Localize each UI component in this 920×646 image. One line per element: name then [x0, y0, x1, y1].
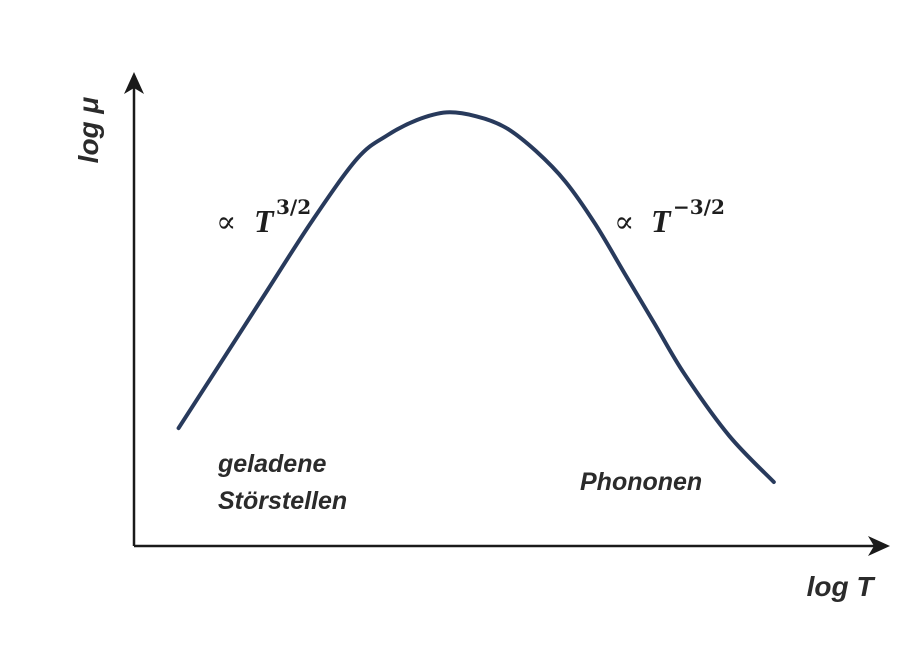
annotation-falling-exponent: −3/2	[673, 195, 725, 219]
annotation-rising-base: T	[254, 203, 275, 239]
region-label-phonons: Phononen	[580, 468, 702, 496]
x-axis-arrow	[868, 536, 890, 556]
annotation-rising-exponent: 3/2	[276, 195, 311, 219]
annotation-falling-slope: ∝ T −3/2	[614, 195, 725, 240]
annotation-falling-proportional: ∝	[614, 205, 634, 240]
mobility-curve	[176, 110, 776, 484]
annotation-rising-proportional: ∝	[216, 205, 236, 240]
region-label-charged-impurities-line2: Störstellen	[218, 487, 347, 515]
annotation-falling-base: T	[651, 203, 672, 239]
annotation-rising-slope: ∝ T 3/2	[216, 195, 311, 240]
y-axis-label: log μ	[73, 97, 104, 164]
y-axis-arrow	[124, 72, 144, 94]
x-axis-label: log T	[807, 571, 877, 602]
region-label-charged-impurities-line1: geladene	[217, 450, 326, 478]
